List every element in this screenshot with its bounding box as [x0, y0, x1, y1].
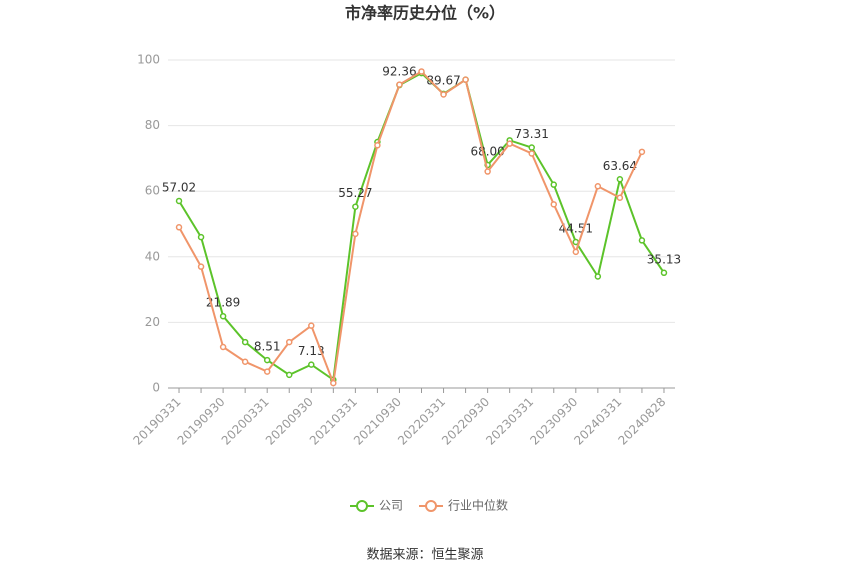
data-point: [638, 237, 646, 244]
data-point: [660, 269, 668, 277]
data-point: [528, 150, 535, 157]
data-point: [594, 183, 602, 190]
data-label: 8.51: [254, 340, 281, 354]
data-point: [352, 203, 359, 210]
data-point: [484, 168, 491, 175]
data-point: [616, 176, 624, 183]
legend-label: 行业中位数: [448, 498, 508, 513]
y-tick-label: 40: [145, 249, 160, 263]
series-line: [178, 70, 643, 387]
data-point: [528, 144, 535, 151]
x-tick-label: 20240828: [615, 395, 668, 448]
data-point: [396, 81, 403, 88]
y-tick-label: 0: [152, 381, 160, 395]
data-point: [175, 224, 183, 231]
data-point: [506, 140, 513, 147]
data-point: [263, 368, 271, 375]
source-note: 数据来源：恒生聚源: [366, 548, 483, 563]
data-point: [374, 142, 381, 149]
data-point: [440, 91, 447, 98]
data-point: [308, 322, 315, 329]
data-point: [197, 263, 205, 270]
data-label: 21.89: [206, 296, 240, 310]
data-point: [263, 356, 271, 364]
data-label: 68.00: [470, 144, 504, 158]
data-label: 89.67: [426, 73, 460, 87]
data-point: [175, 197, 183, 205]
data-point: [219, 343, 227, 351]
data-point: [241, 358, 249, 366]
data-point: [308, 361, 315, 368]
y-tick-label: 60: [145, 184, 160, 198]
data-point: [638, 148, 646, 156]
data-point: [594, 273, 602, 280]
y-tick-label: 20: [145, 315, 160, 329]
data-label: 73.31: [515, 127, 549, 141]
data-point: [572, 248, 580, 256]
data-point: [285, 338, 293, 346]
data-label: 92.36: [382, 65, 416, 79]
data-point: [550, 201, 558, 208]
data-point: [219, 312, 227, 320]
data-point: [616, 194, 624, 202]
y-tick-label: 100: [137, 53, 160, 67]
data-point: [418, 68, 425, 75]
data-label: 63.64: [603, 159, 637, 173]
data-label: 7.13: [298, 344, 325, 358]
data-point: [352, 230, 359, 238]
legend-marker: [356, 500, 368, 512]
legend-label: 公司: [379, 499, 403, 513]
data-label: 57.02: [162, 180, 196, 194]
data-point: [197, 233, 205, 241]
legend-marker: [425, 500, 438, 512]
data-point: [285, 371, 293, 379]
data-point: [241, 338, 249, 346]
data-label: 35.13: [647, 252, 681, 266]
y-tick-label: 80: [145, 118, 160, 132]
data-point: [330, 379, 337, 387]
data-point: [462, 76, 469, 83]
data-point: [550, 181, 558, 188]
chart-title: 市净率历史分位（%）: [345, 4, 505, 23]
